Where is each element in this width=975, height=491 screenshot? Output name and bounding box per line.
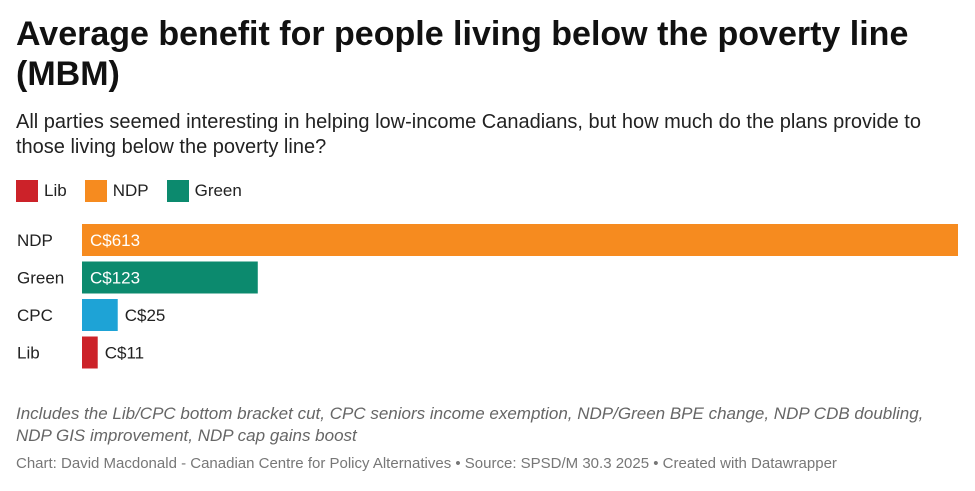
chart-subtitle: All parties seemed interesting in helpin…	[16, 111, 921, 158]
legend-item-lib: Lib	[16, 180, 67, 202]
chart-title: Average benefit for people living below …	[16, 15, 909, 93]
category-label-lib: Lib	[17, 344, 40, 363]
bar-green	[82, 261, 258, 294]
legend-swatch-green	[166, 180, 189, 202]
value-label-ndp: C$613	[90, 231, 140, 250]
legend-label-ndp: NDP	[112, 181, 149, 200]
category-label-cpc: CPC	[17, 306, 53, 325]
value-label-green: C$123	[90, 269, 140, 288]
bar-chart: NDP C$613 Green C$123 CPC C$25 Lib C$11	[17, 224, 958, 369]
bar-cpc	[82, 299, 118, 331]
legend: Lib NDP Green	[16, 180, 260, 202]
category-label-ndp: NDP	[17, 231, 53, 250]
chart-note: Includes the Lib/CPC bottom bracket cut,…	[16, 404, 924, 445]
chart-credit: Chart: David Macdonald - Canadian Centre…	[16, 455, 837, 472]
bar-lib	[82, 336, 98, 369]
value-label-lib: C$11	[105, 344, 144, 363]
legend-label-green: Green	[194, 181, 242, 200]
legend-swatch-ndp	[84, 180, 107, 202]
value-label-cpc: C$25	[125, 306, 166, 325]
legend-item-ndp: NDP	[84, 180, 149, 202]
bar-ndp	[82, 224, 958, 256]
legend-label-lib: Lib	[44, 181, 67, 200]
category-label-green: Green	[17, 269, 64, 288]
legend-swatch-lib	[16, 180, 38, 202]
legend-item-green: Green	[166, 180, 242, 202]
